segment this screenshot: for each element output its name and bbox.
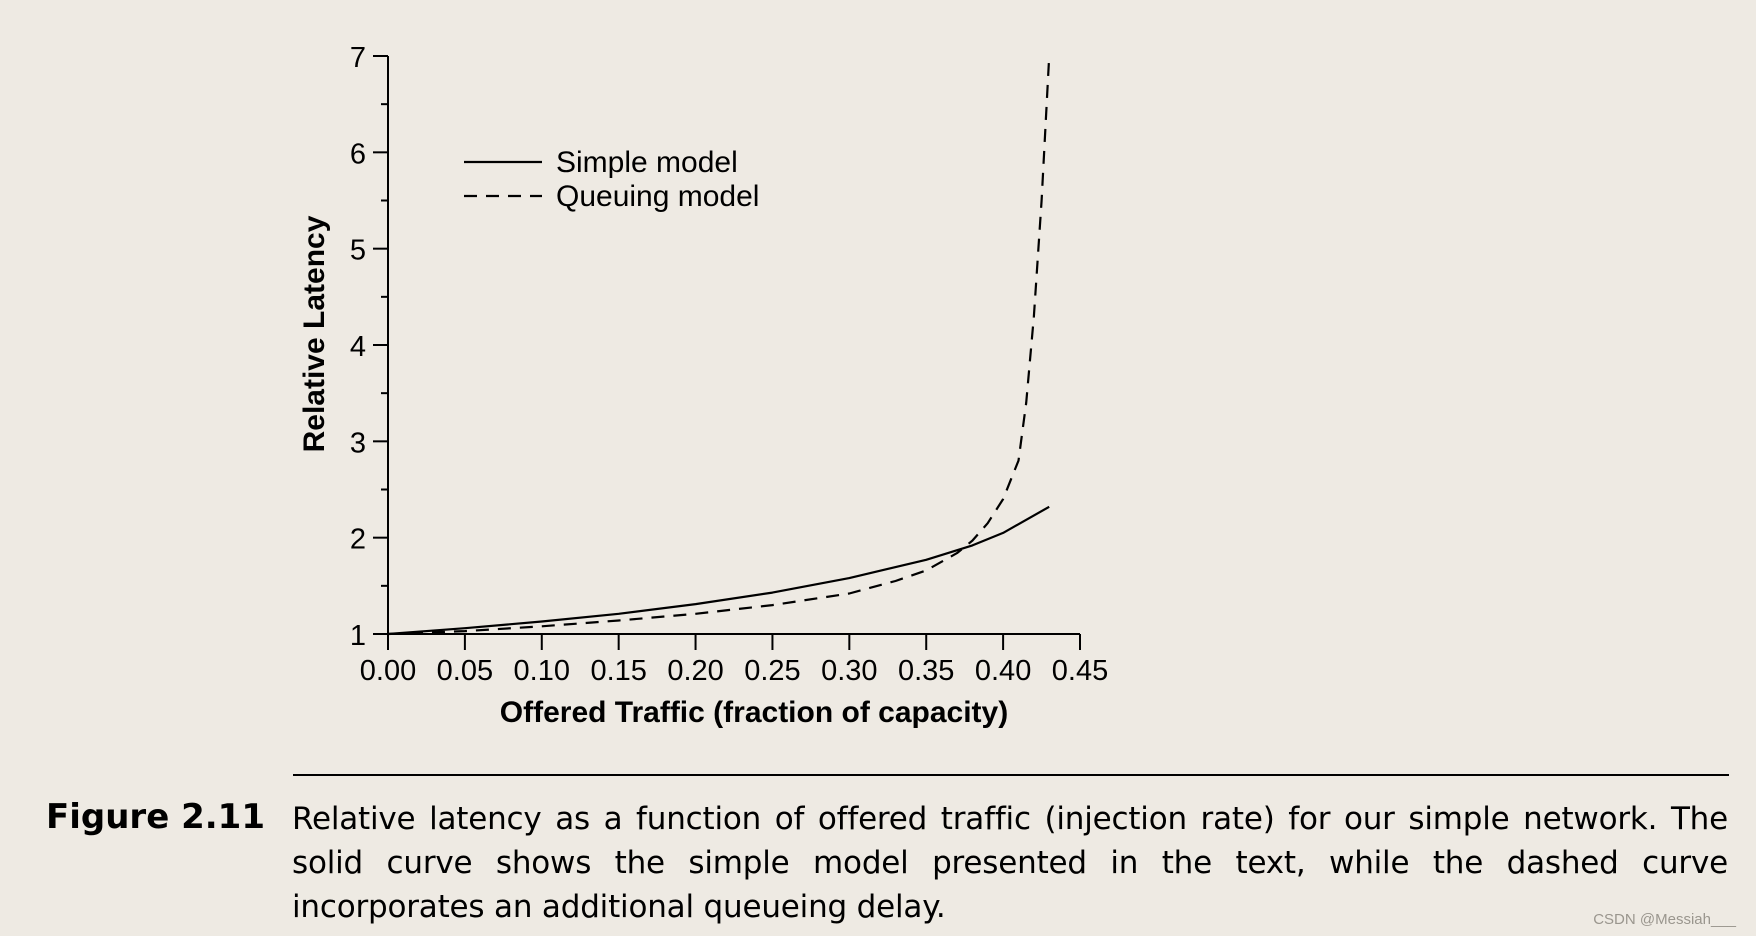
x-tick-label: 0.40 [975, 655, 1031, 687]
latency-chart: 1 2 3 4 5 6 7 0.00 0.05 0.10 0.15 0.20 0.25 0.30 0.35 0… [298, 42, 1108, 729]
y-tick-label: 3 [350, 427, 366, 459]
y-tick-label: 2 [350, 524, 366, 556]
legend-label: Queuing model [556, 180, 759, 213]
x-tick-label: 0.20 [667, 655, 723, 687]
watermark: CSDN @Messiah___ [1593, 911, 1736, 928]
x-tick-label: 0.45 [1052, 655, 1108, 687]
simple-model-line [387, 505, 1050, 636]
y-tick-label: 1 [350, 620, 366, 652]
x-tick-label: 0.25 [744, 655, 800, 687]
x-tick-label: 0.00 [360, 655, 416, 687]
x-tick-label: 0.05 [437, 655, 493, 687]
y-tick-label: 4 [350, 331, 366, 363]
x-axis-label: Offered Traffic (fraction of capacity) [500, 696, 1008, 729]
queuing-model-line [387, 55, 1051, 636]
chart-ticks: 1 2 3 4 5 6 7 0.00 0.05 0.10 0.15 0.20 0.25 0.30 0.35 0… [350, 42, 1108, 687]
x-tick-label: 0.15 [590, 655, 646, 687]
y-axis-label: Relative Latency [298, 215, 331, 452]
x-tick-label: 0.30 [821, 655, 877, 687]
chart-series [387, 55, 1051, 636]
y-tick-label: 6 [350, 138, 366, 170]
y-tick-label: 5 [350, 235, 366, 267]
y-tick-label: 7 [350, 42, 366, 74]
figure-number: Figure 2.11 [46, 797, 265, 837]
legend-label: Simple model [556, 146, 738, 179]
x-tick-label: 0.10 [514, 655, 570, 687]
figure-caption: Relative latency as a function of offere… [292, 801, 1728, 925]
chart-axes [387, 56, 1080, 635]
caption-divider [293, 774, 1729, 776]
x-tick-label: 0.35 [898, 655, 954, 687]
